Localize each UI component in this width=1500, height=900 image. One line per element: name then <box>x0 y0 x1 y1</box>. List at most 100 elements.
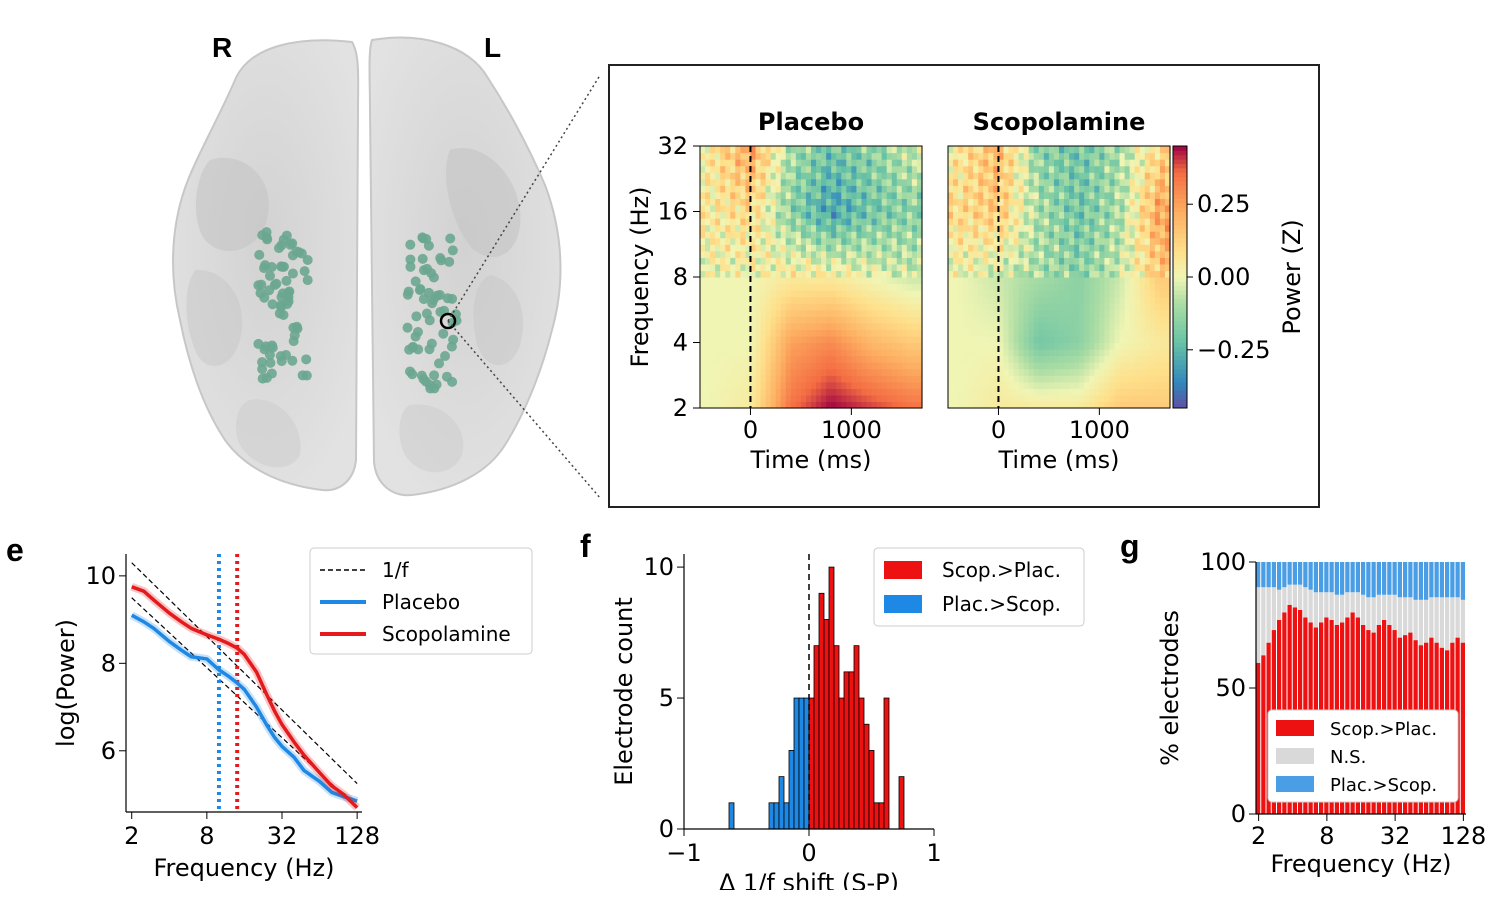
spectrogram-cell <box>973 401 979 409</box>
spectrogram-cell <box>1023 329 1030 337</box>
spectrogram-cell <box>745 191 752 199</box>
spectrogram-cell <box>1064 211 1070 219</box>
spectrogram-cell <box>725 211 731 219</box>
spectrogram-cell <box>1144 381 1151 389</box>
spectrogram-cell <box>730 172 736 180</box>
spectrogram-cell <box>978 283 984 291</box>
spectrogram-cell <box>896 290 903 298</box>
electrode-dot <box>417 253 428 264</box>
spectrogram-cell <box>760 322 767 330</box>
spectrogram-cell <box>710 381 716 389</box>
spectrogram-cell <box>1013 152 1020 160</box>
spectrogram-cell <box>851 146 858 154</box>
spectrogram-cell <box>765 368 772 376</box>
spectrogram-cell <box>1104 342 1111 350</box>
spectrogram-cell <box>745 204 752 213</box>
colorbar-segment <box>1173 250 1187 256</box>
spectrogram-cell <box>811 244 817 252</box>
spectrogram-cell <box>993 303 1000 311</box>
spectrogram-cell <box>846 381 852 389</box>
spectrogram-cell <box>1048 283 1055 291</box>
spectrogram-cell <box>700 204 706 213</box>
spectrogram-cell <box>1144 362 1151 370</box>
spectrogram-cell <box>765 303 772 311</box>
spectrogram-cell <box>725 309 731 317</box>
spectrogram-cell <box>1043 244 1050 252</box>
spectrogram-cell <box>978 165 984 173</box>
spectrogram-cell <box>780 218 787 226</box>
spectrogram-cell <box>1064 198 1070 206</box>
spectrogram-cell <box>745 237 752 245</box>
spectrogram-cell <box>1013 322 1020 330</box>
stacked-bar-segment <box>1376 562 1381 595</box>
spectrogram-cell <box>1154 290 1161 298</box>
spectrogram-cell <box>1094 277 1100 285</box>
spectrogram-cell <box>1124 316 1131 324</box>
spectrogram-cell <box>1089 316 1095 324</box>
spectrogram-cell <box>705 381 711 389</box>
spectrogram-cell <box>1104 329 1111 337</box>
spectrogram-cell <box>1134 329 1141 337</box>
electrode-dot <box>294 247 305 258</box>
spectrogram-cell <box>886 224 893 232</box>
spectrogram-cell <box>866 349 873 357</box>
spectrogram-cell <box>988 146 995 154</box>
spectrogram-cell <box>760 329 767 337</box>
spectrogram-cell <box>973 381 979 389</box>
spectrogram-cell <box>1129 244 1136 252</box>
spectrogram-cell <box>1048 185 1055 193</box>
spectrogram-cell <box>1089 270 1095 278</box>
spectrogram-cell <box>1059 146 1065 154</box>
electrode-dot <box>257 364 268 375</box>
spectrogram-cell <box>1048 296 1055 304</box>
spectrogram-cell <box>841 277 847 285</box>
spectrogram-cell <box>1084 165 1090 173</box>
spectrogram-cell <box>1069 146 1075 154</box>
spectrogram-cell <box>953 270 959 278</box>
spectrogram-cell <box>1094 368 1100 376</box>
spectrogram-cell <box>988 159 995 167</box>
spectrogram-cell <box>705 303 711 311</box>
spectrogram-cell <box>871 349 878 357</box>
spectrogram-cell <box>1119 231 1126 239</box>
x-axis-label: Frequency (Hz) <box>1271 850 1452 878</box>
spectrogram-cell <box>953 388 959 396</box>
spectrogram-cell <box>831 152 837 160</box>
spectrogram-cell <box>790 401 797 409</box>
spectrogram-cell <box>816 394 822 403</box>
spectrogram-cell <box>983 342 989 350</box>
spectrogram-cell <box>1033 159 1040 167</box>
spectrogram-cell <box>1084 349 1090 357</box>
spectrogram-cell <box>1018 368 1025 376</box>
spectrogram-cell <box>831 224 837 232</box>
spectrogram-cell <box>785 335 792 344</box>
spectrogram-cell <box>735 375 741 383</box>
spectrogram-cell <box>988 401 995 409</box>
spectrogram-cell <box>871 375 878 383</box>
spectrogram-cell <box>1074 152 1080 160</box>
spectrogram-cell <box>836 172 842 180</box>
spectrogram-cell <box>1164 381 1171 389</box>
spectrogram-cell <box>891 309 898 317</box>
spectrogram-cell <box>901 185 908 193</box>
spectrogram-cell <box>963 185 969 193</box>
spectrogram-cell <box>1084 394 1090 403</box>
spectrogram-cell <box>998 237 1005 245</box>
spectrogram-cell <box>963 263 969 272</box>
spectrogram-cell <box>730 375 736 383</box>
spectrogram-cell <box>710 349 716 357</box>
spectrogram-cell <box>1069 375 1075 383</box>
spectrogram-cell <box>1074 263 1080 272</box>
spectrogram-cell <box>1109 355 1116 363</box>
spectrogram-cell <box>1084 159 1090 167</box>
spectrogram-cell <box>1104 401 1111 409</box>
spectrogram-cell <box>831 381 837 389</box>
spectrogram-cell <box>891 375 898 383</box>
spectrogram-cell <box>983 172 989 180</box>
spectrogram-cell <box>1084 224 1090 232</box>
spectrogram-cell <box>856 152 863 160</box>
colorbar-segment <box>1173 167 1187 173</box>
spectrogram-cell <box>1038 257 1045 265</box>
spectrogram-cell <box>1053 172 1060 180</box>
spectrogram-cell <box>1048 172 1055 180</box>
